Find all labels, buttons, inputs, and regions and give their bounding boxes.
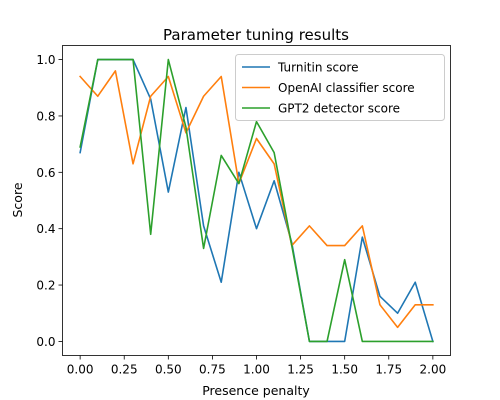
y-axis-label: Score (10, 182, 25, 217)
y-tick-label: 0.4 (36, 222, 55, 236)
series-line-2 (79, 70, 434, 329)
x-tick-label: 0.75 (199, 363, 226, 377)
x-tick-label: 0.00 (67, 363, 94, 377)
legend: Turnitin score OpenAI classifier score GPT… (235, 54, 445, 121)
legend-label: Turnitin score (277, 61, 358, 75)
series-line-3 (79, 58, 434, 343)
x-tick-label: 1.00 (243, 363, 270, 377)
x-tick-label: 1.75 (375, 363, 402, 377)
y-tick-label: 1.0 (36, 53, 55, 67)
y-tick-label: 0.6 (36, 166, 55, 180)
plot-area (79, 58, 434, 343)
x-tick-label: 0.25 (111, 363, 138, 377)
x-tick-label: 1.50 (331, 363, 358, 377)
legend-box (235, 54, 445, 121)
x-tick-label: 1.25 (287, 363, 314, 377)
y-tick-label: 0.2 (36, 279, 55, 293)
y-tick-label: 0.0 (36, 335, 55, 349)
x-tick-label: 2.00 (420, 363, 447, 377)
legend-label: OpenAI classifier score (278, 81, 415, 95)
chart-title: Parameter tuning results (163, 26, 349, 44)
y-tick-label: 0.8 (36, 109, 55, 123)
x-axis: 0.00 0.25 0.50 0.75 1.00 1.25 1.50 1.75 2.00 (67, 355, 447, 377)
y-axis: 0.0 0.2 0.4 0.6 0.8 1.0 (36, 53, 63, 349)
x-axis-label: Presence penalty (202, 383, 310, 398)
x-tick-label: 0.50 (155, 363, 182, 377)
legend-label: GPT2 detector score (278, 102, 400, 116)
